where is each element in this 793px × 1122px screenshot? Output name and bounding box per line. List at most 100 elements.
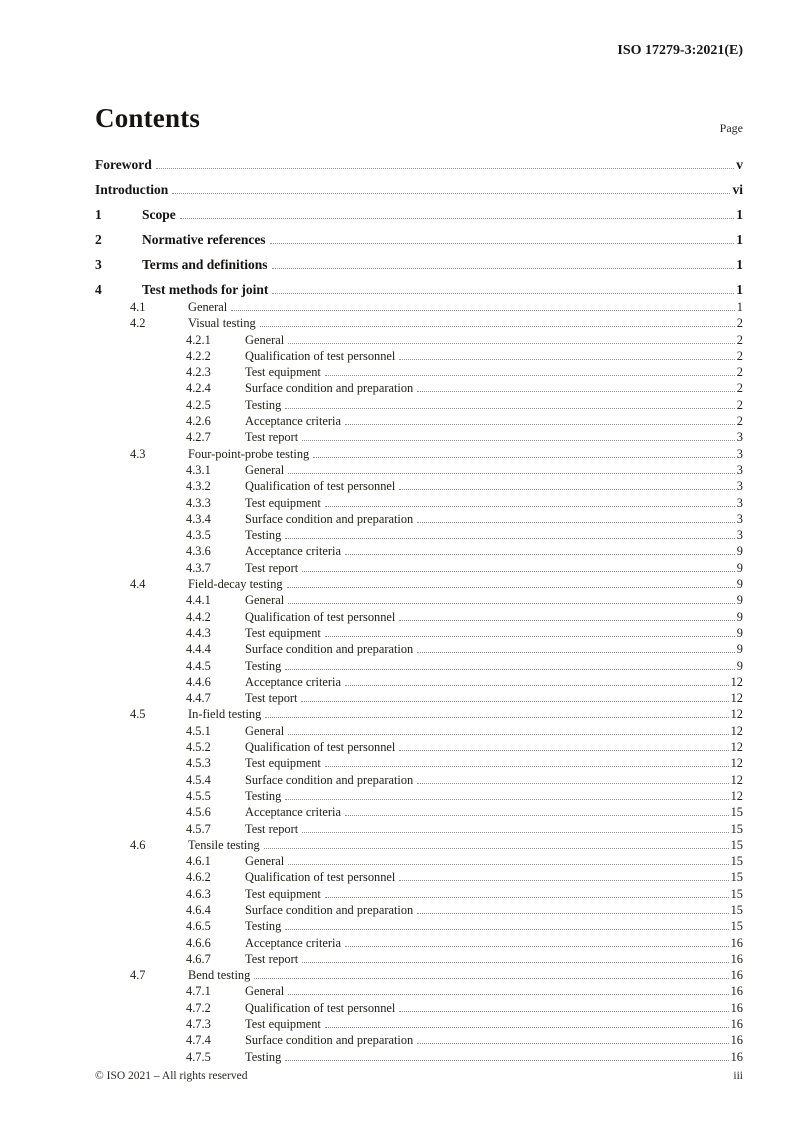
- toc-entry-page: 12: [730, 788, 743, 803]
- toc-entry-number: 4.4.5: [186, 658, 211, 673]
- toc-leader-dots: [302, 570, 735, 572]
- toc-entry-page: 16: [730, 1049, 743, 1064]
- toc-entry[interactable]: 4.5.5 Testing 12: [95, 788, 743, 804]
- toc-entry-number: 4.6: [130, 837, 146, 852]
- toc-entry[interactable]: 4.4.2 Qualification of test personnel 9: [95, 609, 743, 625]
- toc-entry[interactable]: 4.3.1 General 3: [95, 462, 743, 478]
- toc-entry[interactable]: 4.4.7 Test teport 12: [95, 690, 743, 706]
- toc-entry-title: Test methods for joint: [142, 282, 269, 297]
- toc-entry[interactable]: 4.2.4 Surface condition and preparation …: [95, 380, 743, 396]
- toc-leader-dots: [344, 424, 735, 426]
- toc-entry[interactable]: 4.3 Four-point-probe testing 3: [95, 446, 743, 462]
- toc-entry-number: 4.2.4: [186, 381, 211, 396]
- toc-entry[interactable]: 4.7.2 Qualification of test personnel 16: [95, 1000, 743, 1016]
- toc-entry[interactable]: 4.1 General 1: [95, 299, 743, 315]
- toc-entry-title: Qualification of test personnel: [245, 348, 396, 363]
- toc-entry-page: 9: [736, 642, 743, 657]
- toc-entry[interactable]: 4.3.2 Qualification of test personnel 3: [95, 478, 743, 494]
- toc-entry[interactable]: 4.2 Visual testing 2: [95, 315, 743, 331]
- toc-entry-number: 4.2.7: [186, 430, 211, 445]
- toc-entry[interactable]: 4.6.4 Surface condition and preparation …: [95, 902, 743, 918]
- toc-entry[interactable]: 4.2.2 Qualification of test personnel 2: [95, 348, 743, 364]
- toc-entry[interactable]: 4.4.6 Acceptance criteria 12: [95, 674, 743, 690]
- toc-entry-number: 4.5: [130, 707, 146, 722]
- toc-entry[interactable]: 4.6 Tensile testing 15: [95, 837, 743, 853]
- toc-entry-number: 4.5.6: [186, 805, 211, 820]
- toc-entry-page: 2: [736, 414, 743, 429]
- toc-entry[interactable]: 4.6.3 Test equipment 15: [95, 886, 743, 902]
- toc-entry[interactable]: 4.3.3 Test equipment 3: [95, 495, 743, 511]
- toc-entry[interactable]: 3 Terms and definitions 1: [95, 255, 743, 274]
- toc-entry-page: 16: [730, 935, 743, 950]
- toc-entry[interactable]: 4.7 Bend testing 16: [95, 967, 743, 983]
- toc-entry-page: 16: [730, 1017, 743, 1032]
- toc-entry-page: 2: [736, 397, 743, 412]
- toc-entry-title: General: [245, 332, 285, 347]
- toc-entry[interactable]: 4.3.5 Testing 3: [95, 527, 743, 543]
- toc-entry-page: 9: [736, 593, 743, 608]
- toc-entry[interactable]: 4.2.3 Test equipment 2: [95, 364, 743, 380]
- toc-entry[interactable]: 4.5.1 General 12: [95, 723, 743, 739]
- toc-entry-page: 3: [736, 462, 743, 477]
- toc-entry[interactable]: 4.6.6 Acceptance criteria 16: [95, 935, 743, 951]
- toc-entry[interactable]: 4.5 In-field testing 12: [95, 706, 743, 722]
- toc-entry[interactable]: 4.6.2 Qualification of test personnel 15: [95, 869, 743, 885]
- toc-entry[interactable]: 4.7.3 Test equipment 16: [95, 1016, 743, 1032]
- toc-entry[interactable]: 4.7.1 General 16: [95, 983, 743, 999]
- toc-entry[interactable]: 4.3.6 Acceptance criteria 9: [95, 543, 743, 559]
- toc-entry[interactable]: 4.6.7 Test report 16: [95, 951, 743, 967]
- toc-entry[interactable]: 4.7.4 Surface condition and preparation …: [95, 1032, 743, 1048]
- toc-leader-dots: [288, 603, 735, 605]
- toc-entry-title: Qualification of test personnel: [245, 870, 396, 885]
- toc-entry[interactable]: 4.4 Field-decay testing 9: [95, 576, 743, 592]
- toc-entry-title: Acceptance criteria: [245, 544, 341, 559]
- toc-leader-dots: [265, 717, 729, 719]
- toc-entry-number: 4.7.2: [186, 1000, 211, 1015]
- toc-entry-number: 4.3.6: [186, 544, 211, 559]
- toc-entry[interactable]: 4.4.1 General 9: [95, 592, 743, 608]
- toc-entry-number: 4.7.4: [186, 1033, 211, 1048]
- toc-entry[interactable]: Introduction vi: [95, 180, 743, 199]
- toc-entry-number: 4.7.3: [186, 1017, 211, 1032]
- toc-entry[interactable]: 4.2.6 Acceptance criteria 2: [95, 413, 743, 429]
- toc-entry[interactable]: 4.5.3 Test equipment 12: [95, 755, 743, 771]
- toc-entry[interactable]: 4.2.1 General 2: [95, 332, 743, 348]
- toc-entry[interactable]: 4.5.6 Acceptance criteria 15: [95, 804, 743, 820]
- toc-leader-dots: [263, 847, 729, 849]
- toc-entry[interactable]: 4.2.7 Test report 3: [95, 429, 743, 445]
- toc-entry[interactable]: 4.4.4 Surface condition and preparation …: [95, 641, 743, 657]
- toc-entry-title: Normative references: [142, 232, 266, 247]
- toc-entry[interactable]: 2 Normative references 1: [95, 230, 743, 249]
- toc-entry-title: Test report: [245, 951, 299, 966]
- toc-entry[interactable]: 4.5.2 Qualification of test personnel 12: [95, 739, 743, 755]
- toc-leader-dots: [324, 1027, 729, 1029]
- toc-entry-number: 4.6.5: [186, 919, 211, 934]
- toc-entry-title: Surface condition and preparation: [245, 1033, 414, 1048]
- toc-leader-dots: [324, 896, 729, 898]
- toc-entry[interactable]: 4.7.5 Testing 16: [95, 1049, 743, 1065]
- toc-entry-number: 4.6.2: [186, 870, 211, 885]
- toc-entry[interactable]: 4.3.7 Test report 9: [95, 560, 743, 576]
- toc-entry-title: Qualification of test personnel: [245, 479, 396, 494]
- toc-entry[interactable]: 4.3.4 Surface condition and preparation …: [95, 511, 743, 527]
- toc-entry[interactable]: 4.4.5 Testing 9: [95, 658, 743, 674]
- toc-entry[interactable]: 4.2.5 Testing 2: [95, 397, 743, 413]
- toc-entry-page: 1: [736, 232, 743, 247]
- toc-entry-title: In-field testing: [188, 707, 262, 722]
- toc-entry[interactable]: 4.4.3 Test equipment 9: [95, 625, 743, 641]
- toc-leader-dots: [324, 505, 735, 507]
- toc-leader-dots: [172, 193, 731, 194]
- toc-entry[interactable]: 4.5.7 Test report 15: [95, 821, 743, 837]
- toc-entry-number: 4.5.4: [186, 772, 211, 787]
- toc-entry-number: 4.4.6: [186, 674, 211, 689]
- toc-entry[interactable]: 1 Scope 1: [95, 205, 743, 224]
- toc-entry[interactable]: 4.5.4 Surface condition and preparation …: [95, 772, 743, 788]
- toc-entry-title: Test report: [245, 430, 299, 445]
- toc-entry[interactable]: 4.6.1 General 15: [95, 853, 743, 869]
- toc-entry-title: Test report: [245, 560, 299, 575]
- toc-entry[interactable]: 4 Test methods for joint 1: [95, 280, 743, 299]
- toc-entry-page: 3: [736, 479, 743, 494]
- toc-entry-page: 3: [736, 495, 743, 510]
- toc-entry[interactable]: 4.6.5 Testing 15: [95, 918, 743, 934]
- toc-entry[interactable]: Foreword v: [95, 155, 743, 174]
